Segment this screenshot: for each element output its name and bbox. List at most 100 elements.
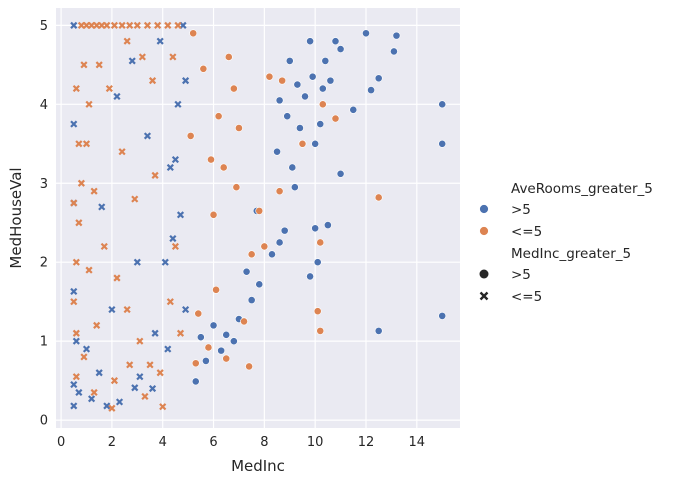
data-point-0-39 [273,147,281,156]
data-point-0-30 [229,337,238,346]
data-point-0-1 [438,139,447,148]
data-point-2-18 [161,258,169,266]
legend-hue-title: AveRooms_greater_5 [511,181,653,197]
data-point-2-29 [171,156,179,164]
data-point-2-3 [70,287,78,295]
data-point-2-22 [143,132,152,140]
legend-marker-hue-0 [479,204,489,214]
data-point-1-3 [316,326,325,335]
data-point-3-33 [148,77,157,85]
data-point-1-30 [229,84,238,93]
data-point-2-11 [131,384,139,392]
data-point-1-4 [318,100,327,109]
data-point-0-38 [285,56,294,65]
y-tick-label-5: 5 [40,19,48,34]
data-point-2-28 [156,37,164,45]
data-point-2-30 [169,234,177,243]
data-point-3-16 [164,21,172,29]
data-point-0-16 [392,31,401,40]
data-point-3-18 [80,61,88,69]
data-point-3-26 [72,258,80,266]
data-point-3-53 [141,392,149,400]
data-point-3-13 [133,21,141,29]
data-point-1-24 [255,206,264,215]
data-point-1-10 [245,362,254,371]
data-point-0-25 [275,238,284,247]
x-tick-label-2: 4 [159,435,167,450]
data-point-0-47 [275,96,284,105]
data-point-1-8 [260,242,269,251]
data-point-0-17 [390,47,398,56]
data-point-1-6 [298,139,307,148]
data-point-0-19 [306,37,314,46]
data-point-3-3 [72,373,80,381]
data-point-0-26 [268,250,276,259]
data-point-3-22 [82,140,91,148]
data-point-0-4 [336,169,345,178]
data-point-1-7 [278,76,287,85]
legend-marker-hue-1 [479,226,489,236]
x-tick-label-4: 8 [260,435,268,450]
data-point-2-1 [70,120,78,128]
legend-label-hue-0: >5 [511,202,531,218]
data-point-3-32 [138,53,146,61]
data-point-0-33 [191,377,200,386]
data-point-0-32 [202,356,210,365]
data-point-2-10 [115,398,124,406]
x-tick-label-3: 6 [209,435,217,450]
data-point-3-37 [123,306,131,314]
data-point-3-46 [118,148,126,156]
data-point-0-44 [308,72,317,81]
data-point-0-42 [318,84,327,93]
data-point-1-17 [265,72,274,81]
data-point-1-9 [240,317,248,326]
data-point-0-0 [438,100,447,109]
y-tick-label-3: 3 [40,177,48,192]
data-point-0-31 [217,346,226,355]
data-point-1-11 [222,354,231,363]
y-tick-label-2: 2 [40,256,48,271]
data-point-0-43 [331,37,340,46]
data-point-0-27 [255,280,264,289]
data-point-0-37 [209,321,218,330]
data-point-3-21 [75,140,83,148]
data-point-0-36 [196,333,205,342]
data-point-1-25 [194,309,203,318]
x-tick-label-7: 14 [409,435,426,450]
data-point-3-35 [100,242,108,250]
data-point-1-28 [219,163,228,172]
y-tick-label-1: 1 [40,335,48,350]
data-point-0-15 [336,45,345,53]
data-point-0-24 [301,92,309,101]
data-point-0-21 [280,226,289,235]
data-point-0-14 [326,76,335,85]
data-point-0-46 [283,112,292,121]
data-points [70,21,447,412]
data-point-3-17 [174,21,182,29]
data-point-2-21 [128,57,136,65]
data-point-1-12 [204,343,213,352]
data-point-3-2 [90,388,98,397]
data-point-0-8 [323,221,332,230]
data-point-0-34 [222,330,231,339]
data-point-1-2 [313,307,322,316]
data-point-1-23 [189,29,198,38]
data-point-3-9 [103,21,111,29]
data-point-2-12 [136,373,144,381]
legend-label-style-1: <=5 [511,289,542,305]
data-point-3-31 [123,37,131,45]
data-point-3-29 [95,61,103,69]
data-point-3-12 [126,21,134,29]
data-point-3-34 [90,187,98,195]
data-point-3-39 [146,361,154,369]
data-point-0-22 [288,163,297,172]
data-point-0-2 [438,311,447,320]
data-point-3-0 [159,403,167,411]
data-point-2-33 [182,77,190,85]
data-point-0-7 [349,105,358,114]
x-tick-label-5: 10 [307,435,324,450]
data-point-3-19 [85,100,93,108]
data-point-2-6 [72,337,80,345]
data-point-2-27 [82,345,91,353]
